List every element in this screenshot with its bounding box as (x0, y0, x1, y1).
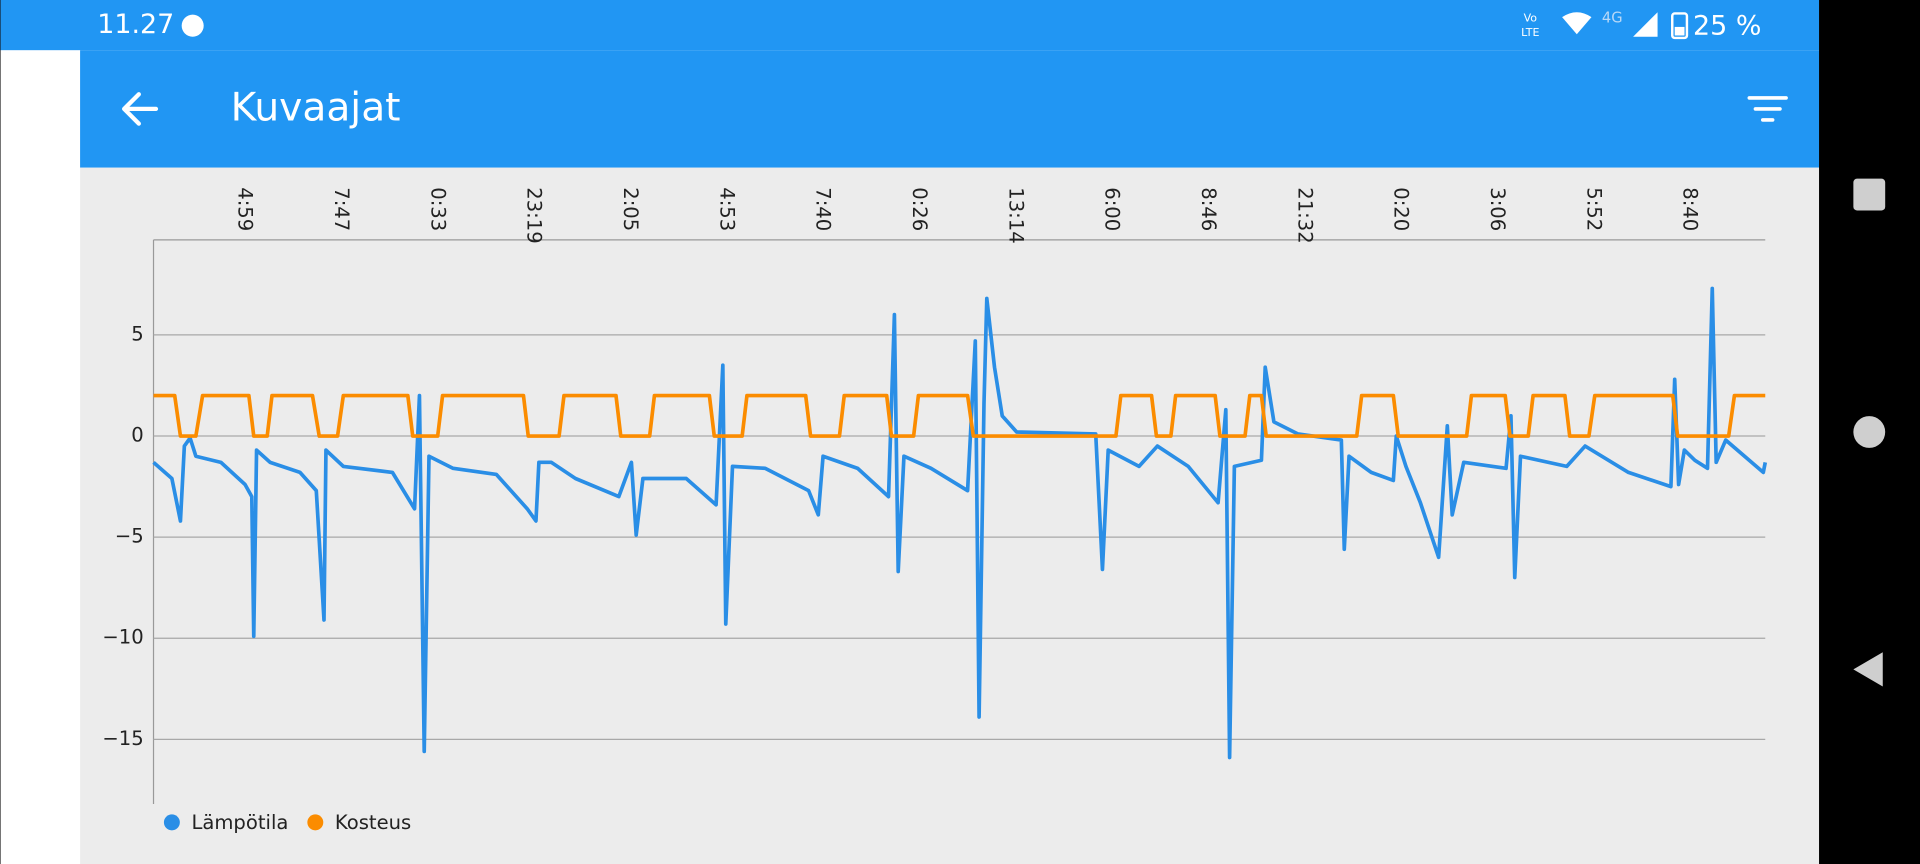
x-tick-label: 4:59 (234, 187, 257, 231)
y-tick-label: 0 (131, 424, 143, 447)
status-battery: 25 % (1693, 10, 1761, 41)
x-tick-label: 8:46 (1197, 187, 1220, 231)
y-tick-label: −5 (115, 525, 144, 548)
x-tick-label: 13:14 (1004, 187, 1027, 243)
legend-label: Kosteus (335, 811, 411, 834)
x-tick-label: 7:47 (330, 187, 353, 231)
app-title: Kuvaajat (231, 86, 401, 131)
status-network: 4G (1602, 9, 1623, 26)
status-volte: LTE (1521, 26, 1539, 39)
x-tick-label: 23:19 (523, 187, 546, 243)
back-button[interactable] (122, 92, 159, 126)
nav-back[interactable] (1853, 652, 1883, 687)
x-tick-label: 5:52 (1582, 187, 1605, 231)
x-tick-label: 2:05 (619, 187, 642, 231)
x-tick-label: 0:20 (1390, 187, 1413, 231)
filter-button[interactable] (1747, 96, 1788, 122)
x-tick-label: 0:33 (426, 187, 449, 231)
x-tick-label: 7:40 (812, 187, 835, 231)
series-line (153, 393, 1766, 438)
x-tick-label: 8:40 (1679, 187, 1702, 231)
x-tick-label: 3:06 (1486, 187, 1509, 231)
legend-marker (307, 814, 324, 831)
wifi-icon (1562, 12, 1592, 35)
battery-icon (1671, 12, 1689, 40)
y-tick-label: 5 (131, 322, 143, 345)
x-tick-label: 21:32 (1293, 187, 1316, 243)
x-tick-label: 0:26 (908, 187, 931, 231)
app-bar (80, 50, 1820, 168)
y-tick-label: −15 (102, 727, 143, 750)
legend-marker (163, 814, 180, 831)
series-line (152, 286, 1768, 760)
status-icon (181, 14, 204, 37)
x-tick-label: 6:00 (1101, 187, 1124, 231)
status-volte: Vo (1524, 11, 1538, 24)
x-tick-label: 4:53 (715, 187, 738, 231)
legend-label: Lämpötila (191, 811, 288, 834)
status-bar (0, 0, 1820, 51)
nav-recents[interactable] (1853, 178, 1886, 211)
y-tick-label: −10 (102, 626, 143, 649)
chart-area (80, 167, 1820, 864)
battery-level (1674, 26, 1685, 36)
status-time: 11.27 (97, 9, 174, 40)
chart: −15 −10 −5 0 5 4:59 7:47 0:33 23:19 2:05 4:53 7:40 0… (102, 187, 1768, 834)
nav-home[interactable] (1853, 416, 1886, 448)
